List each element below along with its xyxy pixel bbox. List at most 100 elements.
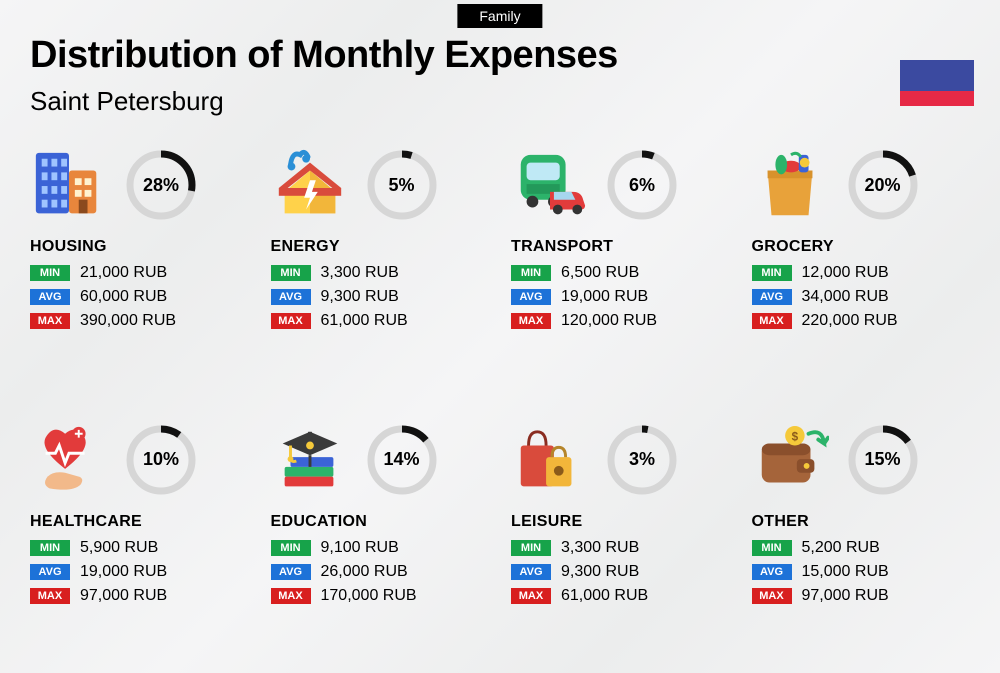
value-max: 120,000 RUB (561, 312, 657, 330)
tag-avg: AVG (271, 564, 311, 580)
stat-row-avg: AVG15,000 RUB (752, 563, 975, 581)
grocery-bag-icon (752, 149, 830, 221)
stat-row-min: MIN5,900 RUB (30, 539, 253, 557)
tag-max: MAX (752, 588, 792, 604)
category-card-grocery: 20% GROCERY MIN12,000 RUB AVG34,000 RUB … (752, 146, 975, 379)
percent-ring: 6% (607, 150, 677, 220)
tag-max: MAX (30, 588, 70, 604)
percent-ring: 14% (367, 425, 437, 495)
stat-row-max: MAX120,000 RUB (511, 312, 734, 330)
stat-row-max: MAX 390,000 RUB (30, 312, 253, 330)
stat-row-avg: AVG19,000 RUB (511, 288, 734, 306)
value-min: 3,300 RUB (321, 264, 399, 282)
percent-label: 20% (848, 150, 918, 220)
value-max: 97,000 RUB (80, 587, 167, 605)
page-title: Distribution of Monthly Expenses (30, 34, 618, 77)
percent-ring: 10% (126, 425, 196, 495)
value-max: 220,000 RUB (802, 312, 898, 330)
stat-row-min: MIN 3,300 RUB (271, 264, 494, 282)
tag-min: MIN (511, 540, 551, 556)
tag-min: MIN (752, 265, 792, 281)
stat-row-avg: AVG 26,000 RUB (271, 563, 494, 581)
tag-max: MAX (752, 313, 792, 329)
percent-label: 14% (367, 425, 437, 495)
stat-row-max: MAX 97,000 RUB (752, 587, 975, 605)
percent-label: 5% (367, 150, 437, 220)
category-card-healthcare: 10% HEALTHCARE MIN5,900 RUB AVG 19,000 RU… (30, 421, 253, 654)
value-max: 97,000 RUB (802, 587, 889, 605)
value-min: 6,500 RUB (561, 264, 639, 282)
tag-min: MIN (271, 540, 311, 556)
stat-row-min: MIN5,200 RUB (752, 539, 975, 557)
tag-max: MAX (271, 313, 311, 329)
category-name: TRANSPORT (511, 238, 734, 256)
tag-max: MAX (511, 588, 551, 604)
category-name: EDUCATION (271, 513, 494, 531)
value-avg: 19,000 RUB (80, 563, 167, 581)
stat-row-avg: AVG9,300 RUB (271, 288, 494, 306)
category-name: LEISURE (511, 513, 734, 531)
stat-row-min: MIN 3,300 RUB (511, 539, 734, 557)
tag-avg: AVG (30, 564, 70, 580)
stat-row-min: MIN 6,500 RUB (511, 264, 734, 282)
tag-min: MIN (752, 540, 792, 556)
category-name: GROCERY (752, 238, 975, 256)
category-name: OTHER (752, 513, 975, 531)
tag-min: MIN (30, 265, 70, 281)
stat-row-avg: AVG 60,000 RUB (30, 288, 253, 306)
bus-car-icon (511, 149, 589, 221)
stat-row-min: MIN 21,000 RUB (30, 264, 253, 282)
value-avg: 26,000 RUB (321, 563, 408, 581)
tag-min: MIN (271, 265, 311, 281)
tag-avg: AVG (752, 289, 792, 305)
tag-min: MIN (511, 265, 551, 281)
tag-min: MIN (30, 540, 70, 556)
stat-row-min: MIN12,000 RUB (752, 264, 975, 282)
tag-avg: AVG (30, 289, 70, 305)
page-subtitle: Saint Petersburg (30, 86, 224, 117)
value-avg: 9,300 RUB (321, 288, 399, 306)
header-pill: Family (457, 4, 542, 28)
flag-stripe-1 (900, 60, 974, 75)
percent-label: 6% (607, 150, 677, 220)
category-card-housing: 28% HOUSING MIN21,000 RUB AVG60,000 RUB … (30, 146, 253, 379)
flag-stripe-3 (900, 91, 974, 106)
value-avg: 9,300 RUB (561, 563, 639, 581)
value-max: 61,000 RUB (321, 312, 408, 330)
stat-row-max: MAX 170,000 RUB (271, 587, 494, 605)
stat-row-max: MAX 220,000 RUB (752, 312, 975, 330)
wallet-icon: $ (752, 424, 830, 496)
percent-label: 10% (126, 425, 196, 495)
percent-label: 15% (848, 425, 918, 495)
category-name: ENERGY (271, 238, 494, 256)
flag-icon (900, 60, 974, 106)
stat-row-avg: AVG 19,000 RUB (30, 563, 253, 581)
percent-label: 3% (607, 425, 677, 495)
value-avg: 60,000 RUB (80, 288, 167, 306)
percent-label: 28% (126, 150, 196, 220)
value-max: 61,000 RUB (561, 587, 648, 605)
tag-avg: AVG (752, 564, 792, 580)
heart-hand-icon (30, 424, 108, 496)
percent-ring: 28% (126, 150, 196, 220)
stat-row-max: MAX 97,000 RUB (30, 587, 253, 605)
category-card-other: $ 15% OTHER MIN5,200 RUB AVG15,000 RUB M… (752, 421, 975, 654)
category-card-transport: 6% TRANSPORT MIN6,500 RUB AVG19,000 RUB … (511, 146, 734, 379)
value-max: 170,000 RUB (321, 587, 417, 605)
flag-stripe-2 (900, 75, 974, 90)
value-max: 390,000 RUB (80, 312, 176, 330)
stat-row-max: MAX 61,000 RUB (271, 312, 494, 330)
category-card-education: 14% EDUCATION MIN9,100 RUB AVG 26,000 RUB… (271, 421, 494, 654)
svg-text:$: $ (791, 430, 798, 443)
tag-max: MAX (30, 313, 70, 329)
category-grid: 28% HOUSING MIN21,000 RUB AVG60,000 RUB … (30, 146, 974, 653)
value-min: 3,300 RUB (561, 539, 639, 557)
value-min: 21,000 RUB (80, 264, 167, 282)
value-avg: 19,000 RUB (561, 288, 648, 306)
stat-row-min: MIN9,100 RUB (271, 539, 494, 557)
percent-ring: 20% (848, 150, 918, 220)
tag-max: MAX (271, 588, 311, 604)
category-name: HEALTHCARE (30, 513, 253, 531)
stat-row-avg: AVG34,000 RUB (752, 288, 975, 306)
tag-avg: AVG (511, 564, 551, 580)
